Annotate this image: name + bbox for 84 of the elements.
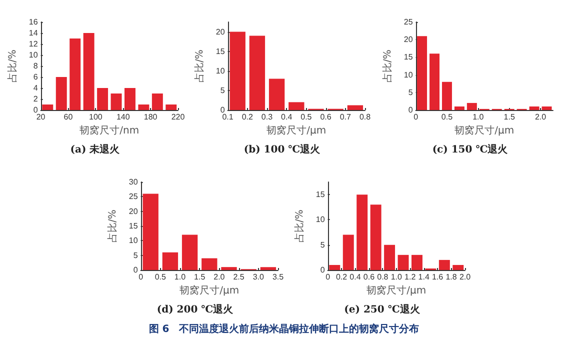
x-tick-label: 1.2 <box>404 272 416 282</box>
y-tick-label: 20 <box>128 206 138 216</box>
y-tick-label: 10 <box>316 215 326 224</box>
x-axis-title: 韧窝尺寸/μm <box>454 124 514 136</box>
y-tick-label: 14 <box>28 28 38 38</box>
x-tick-label: 1.8 <box>446 272 458 282</box>
y-tick-label: 5 <box>320 240 326 250</box>
y-axis-title: 占比/% <box>194 50 206 82</box>
x-tick-label: 100 <box>89 112 103 122</box>
y-tick-label: 15 <box>404 52 414 62</box>
x-tick-label: 0.6 <box>320 112 332 122</box>
text: (a) 未退火 <box>70 144 121 156</box>
x-tick-label: 1.0 <box>390 272 403 282</box>
x-axis-title: 韧窝尺寸/μm <box>266 124 326 136</box>
x-axis-title: 韧窝尺寸/μm <box>180 284 240 296</box>
y-tick-label: 20 <box>216 27 226 36</box>
text: (e) 250 ℃退火 <box>344 304 421 316</box>
y-tick-label: 15 <box>316 190 326 200</box>
x-tick-label: 0.2 <box>336 272 348 282</box>
y-tick-label: 10 <box>28 50 38 60</box>
text: (c) 150 ℃退火 <box>432 144 509 156</box>
y-tick-label: 0 <box>33 106 38 114</box>
y-tick-label: 20 <box>404 35 414 44</box>
x-tick-label: 0.2 <box>242 112 254 122</box>
y-tick-label: 5 <box>133 250 138 260</box>
y-tick-label: 15 <box>216 46 226 56</box>
x-tick-label: 2.0 <box>459 272 472 282</box>
y-tick-label: 10 <box>128 236 138 246</box>
y-tick-label: 10 <box>216 66 226 76</box>
y-tick-label: 16 <box>28 18 38 26</box>
x-axis-title: 韧窝尺寸/μm <box>366 284 426 296</box>
x-tick-label: 1.0 <box>472 112 484 122</box>
x-tick-label: 180 <box>144 112 158 122</box>
y-axis-title: 占比/% <box>106 210 118 242</box>
x-tick-label: 0.6 <box>363 272 376 282</box>
caption: 图 6 不同温度退火前后纳米晶铜拉伸断口上的韧窝尺寸分布 <box>148 322 420 336</box>
y-tick-label: 0 <box>133 266 138 274</box>
x-tick-label: 0.5 <box>441 112 454 122</box>
x-tick-label: 1.6 <box>432 272 444 282</box>
y-axis-title: 占比/% <box>382 50 394 82</box>
y-tick-label: 5 <box>408 88 414 97</box>
y-tick-label: 2 <box>33 94 38 104</box>
x-tick-label: 0.3 <box>261 112 274 122</box>
y-tick-label: 0 <box>220 106 226 114</box>
x-tick-label: 0.8 <box>359 112 372 122</box>
y-tick-label: 25 <box>128 192 138 202</box>
y-tick-label: 6 <box>33 72 38 82</box>
y-tick-label: 4 <box>33 84 38 92</box>
x-tick-label: 0.5 <box>300 112 312 122</box>
x-axis-title: 韧窝尺寸/nm <box>80 124 140 136</box>
x-tick-label: 0.1 <box>222 112 234 122</box>
y-tick-label: 5 <box>220 86 226 95</box>
y-tick-label: 0 <box>408 106 414 114</box>
y-axis-title: 占比/% <box>6 50 18 82</box>
x-tick-label: 0 <box>326 272 331 282</box>
x-tick-label: 2.5 <box>233 272 245 282</box>
x-tick-label: 2.0 <box>214 272 226 282</box>
x-tick-label: 3.5 <box>272 272 284 282</box>
x-tick-label: 0.4 <box>350 272 362 282</box>
x-tick-label: 0 <box>414 112 419 122</box>
x-tick-label: 3.0 <box>252 272 265 282</box>
y-tick-label: 30 <box>128 178 138 186</box>
x-tick-label: 2.0 <box>534 112 547 122</box>
x-tick-label: 0.8 <box>377 272 389 282</box>
x-tick-label: 0.4 <box>281 112 293 122</box>
x-tick-label: 0 <box>138 272 144 282</box>
x-tick-label: 1.4 <box>418 272 430 282</box>
x-tick-label: 0.7 <box>340 112 352 122</box>
x-tick-label: 1.0 <box>174 272 186 282</box>
y-tick-label: 0 <box>320 266 326 274</box>
x-tick-label: 0.5 <box>154 272 167 282</box>
y-axis-title: 占比/% <box>294 210 306 242</box>
x-tick-label: 60 <box>64 112 74 122</box>
y-tick-label: 25 <box>404 18 414 26</box>
text: (d) 200 ℃退火 <box>156 304 234 316</box>
y-tick-label: 8 <box>33 62 38 70</box>
y-tick-label: 10 <box>404 70 414 80</box>
y-tick-label: 15 <box>128 222 138 230</box>
x-tick-label: 1.5 <box>504 112 516 122</box>
x-tick-label: 140 <box>116 112 130 122</box>
y-tick-label: 12 <box>28 40 38 48</box>
x-tick-label: 220 <box>171 112 186 122</box>
text: (b) 100 ℃退火 <box>244 144 322 156</box>
x-tick-label: 1.5 <box>194 272 206 282</box>
